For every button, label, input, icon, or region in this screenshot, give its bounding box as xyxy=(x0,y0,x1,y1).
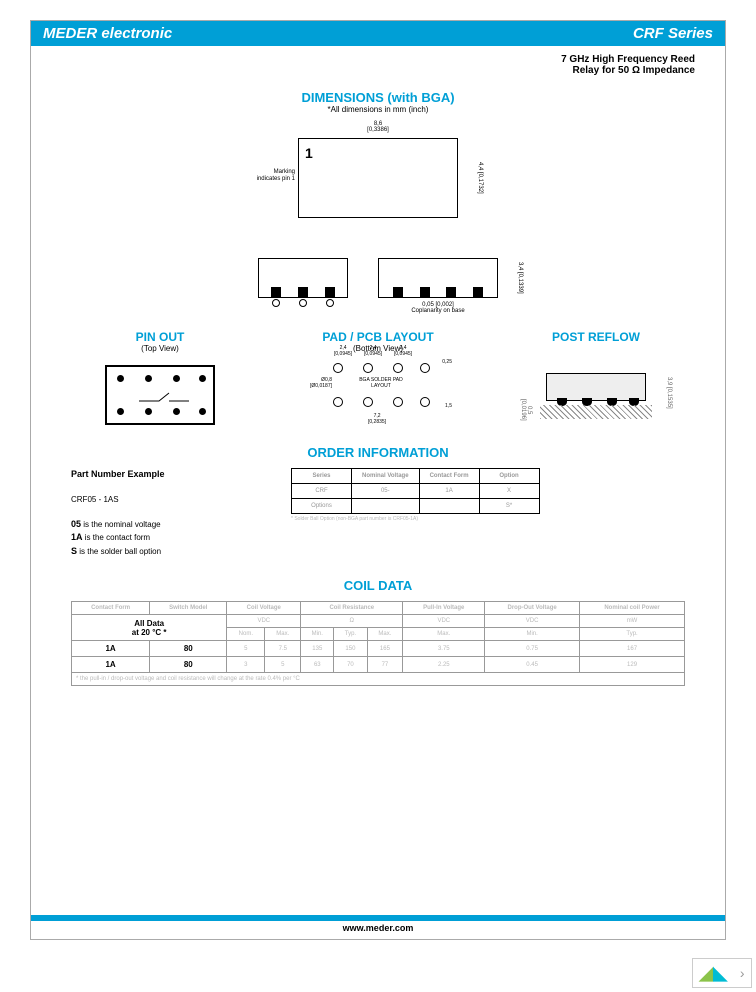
coil-table: Contact Form Switch Model Coil Voltage C… xyxy=(71,601,685,686)
pad-diagram: 2,4[0,0945] 2,4[0,0945] 2,4[0,0945] Ø0,8… xyxy=(318,353,438,423)
corner-widget[interactable]: ◢◣ › xyxy=(692,958,752,988)
pad xyxy=(393,287,403,297)
order-table: Series Nominal Voltage Contact Form Opti… xyxy=(291,468,540,514)
ball xyxy=(272,299,280,307)
top-view-box: 1 Marking indicates pin 1 8,6 [0,3386] 4… xyxy=(298,138,458,218)
dim-side: 3,4 [0,1339] xyxy=(517,259,523,297)
footer-url: www.meder.com xyxy=(31,921,725,939)
pad xyxy=(473,287,483,297)
reflow-sub xyxy=(496,344,696,353)
order-title: ORDER INFORMATION xyxy=(71,445,685,460)
pad xyxy=(446,287,456,297)
footer: www.meder.com xyxy=(31,915,725,939)
header-series: CRF Series xyxy=(633,25,713,42)
subtitle-line2: Relay for 50 Ω Impedance xyxy=(61,65,695,76)
pad xyxy=(420,287,430,297)
pinout-title: PIN OUT xyxy=(60,330,260,344)
order-note: * Solder Ball Option (non-BGA part numbe… xyxy=(291,516,685,522)
pin1-marker: 1 xyxy=(305,145,313,161)
chevron-right-icon[interactable]: › xyxy=(740,965,745,981)
subtitle-line1: 7 GHz High Frequency Reed xyxy=(61,54,695,65)
header-company: MEDER electronic xyxy=(43,25,172,42)
coil-title: COIL DATA xyxy=(71,578,685,593)
header-bar: MEDER electronic CRF Series xyxy=(31,21,725,46)
marking-label: Marking indicates pin 1 xyxy=(255,169,295,182)
pad xyxy=(298,287,308,297)
order-example: Part Number Example CRF05 - 1AS 05 05 is… xyxy=(71,468,271,558)
ball xyxy=(326,299,334,307)
reflow-diagram: 0,5 [0,0196] 3,9 [0,1535] xyxy=(526,353,666,423)
pad xyxy=(325,287,335,297)
dimensions-note: *All dimensions in mm (inch) xyxy=(31,105,725,114)
logo-icon: ◢◣ xyxy=(699,963,727,984)
pinout-diagram xyxy=(60,365,260,425)
pinout-sub: (Top View) xyxy=(60,344,260,353)
ball xyxy=(299,299,307,307)
table-row: 1A 80 57.5 135150165 3.750.75167 xyxy=(72,641,685,657)
dim-height: 4,4 [0,1732] xyxy=(477,139,483,217)
pad xyxy=(271,287,281,297)
dimensions-title: DIMENSIONS (with BGA) xyxy=(31,90,725,105)
front-view-left xyxy=(258,258,348,298)
table-row: 1A 80 35 637077 2.250.45129 xyxy=(72,657,685,673)
product-subtitle: 7 GHz High Frequency Reed Relay for 50 Ω… xyxy=(31,46,725,80)
pad-title: PAD / PCB LAYOUT xyxy=(278,330,478,344)
front-view-right: 3,4 [0,1339] xyxy=(378,258,498,298)
reflow-title: POST REFLOW xyxy=(496,330,696,344)
coplanarity-label: 0,05 [0,002] Coplanarity on base xyxy=(408,302,468,314)
dim-width: 8,6 [0,3386] xyxy=(299,121,457,133)
